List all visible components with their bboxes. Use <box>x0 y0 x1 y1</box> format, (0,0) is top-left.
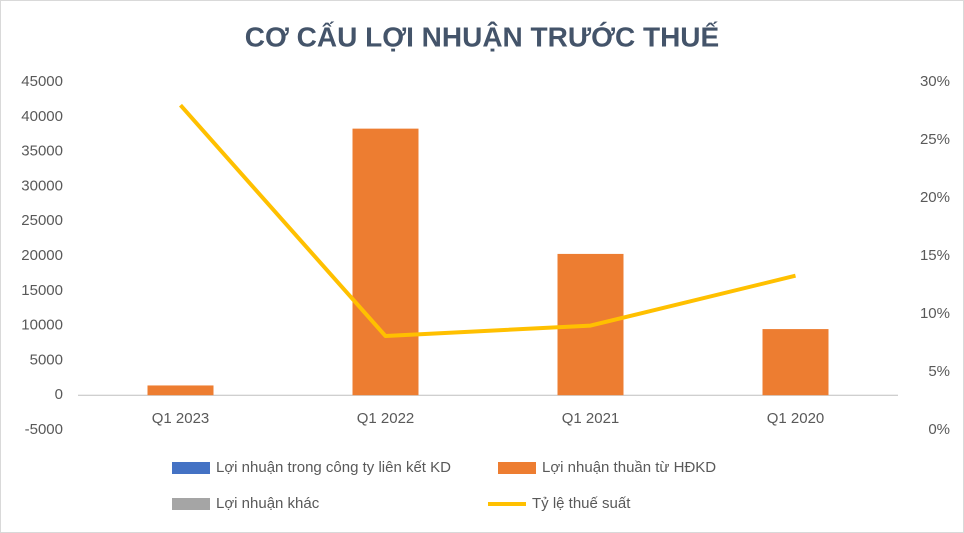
legend-swatch <box>172 462 210 474</box>
line <box>179 103 796 339</box>
y-tick-label: 40000 <box>21 108 63 125</box>
y2-tick-label: 0% <box>928 421 950 438</box>
x-tick-label: Q1 2023 <box>152 410 210 427</box>
chart-title: CƠ CẤU LỢI NHUẬN TRƯỚC THUẾ <box>245 21 719 52</box>
y2-tick-label: 5% <box>928 363 950 380</box>
y2-tick-label: 15% <box>920 247 950 264</box>
y2-tick-label: 10% <box>920 305 950 322</box>
y-tick-label: 5000 <box>30 351 63 368</box>
legend-label: Lợi nhuận trong công ty liên kết KD <box>216 459 451 476</box>
y-tick-label: 10000 <box>21 317 63 334</box>
legend-label: Lợi nhuận khác <box>216 495 320 512</box>
y-tick-label: 35000 <box>21 143 63 160</box>
x-tick-label: Q1 2020 <box>767 410 825 427</box>
legend-swatch <box>172 498 210 510</box>
y-tick-label: 0 <box>55 386 63 403</box>
x-tick-label: Q1 2021 <box>562 410 620 427</box>
y2-tick-label: 20% <box>920 189 950 206</box>
bar <box>352 128 419 396</box>
y-tick-label: 25000 <box>21 212 63 229</box>
y-tick-label: -5000 <box>25 421 63 438</box>
bar <box>762 329 829 396</box>
y-tick-label: 20000 <box>21 247 63 264</box>
x-tick-label: Q1 2022 <box>357 410 415 427</box>
legend-swatch <box>498 462 536 474</box>
legend-label: Lợi nhuận thuần từ HĐKD <box>542 459 716 476</box>
y2-tick-label: 25% <box>920 131 950 148</box>
y2-tick-label: 30% <box>920 73 950 90</box>
y-tick-label: 30000 <box>21 177 63 194</box>
y-tick-label: 15000 <box>21 282 63 299</box>
legend-label: Tỷ lệ thuế suất <box>532 495 631 512</box>
bar <box>147 385 214 396</box>
y-tick-label: 45000 <box>21 73 63 90</box>
